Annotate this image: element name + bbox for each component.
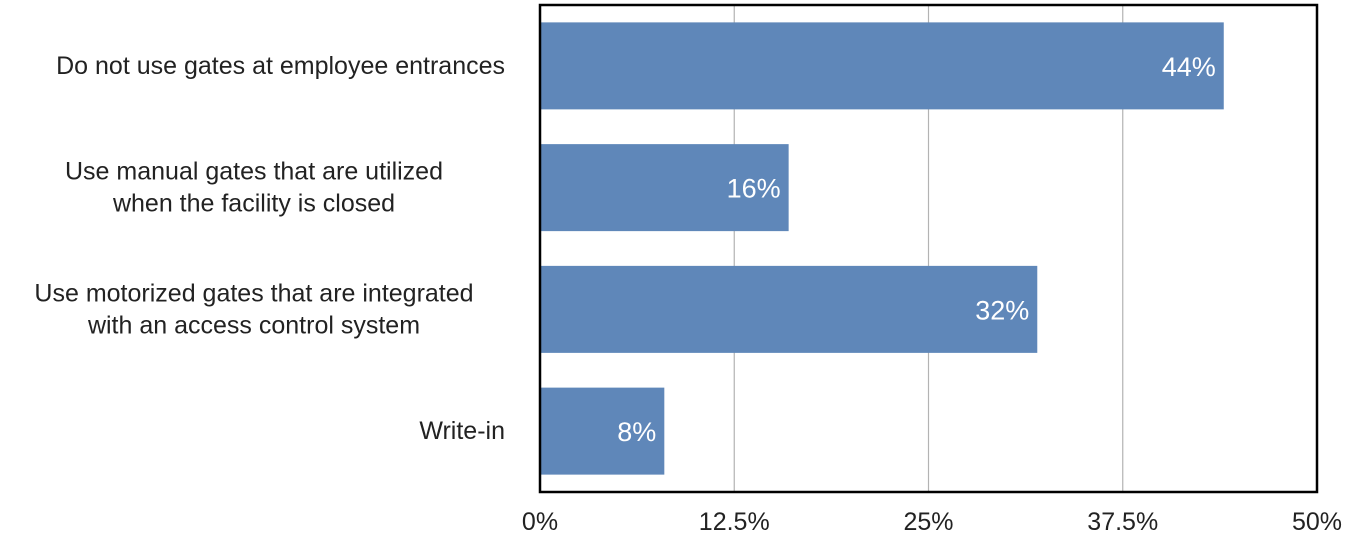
category-label-line: with an access control system [87,311,420,339]
bar [540,387,665,475]
x-tick-label: 50% [1292,508,1342,536]
x-tick-label: 25% [903,508,953,536]
category-label-line: Do not use gates at employee entrances [56,52,505,80]
plot-frame [538,3,1319,494]
x-axis-tick-labels: 0% 12.5% 25% 37.5% 50% [522,508,1342,536]
data-label: 32% [975,295,1029,325]
category-label-line: Use motorized gates that are integrated [34,279,473,307]
category-label-line: when the facility is closed [112,190,395,218]
bar [540,22,1224,110]
bars: 44% 16% 32% 8% [540,22,1224,475]
category-labels: Do not use gates at employee entrances Us… [34,52,505,445]
bar [540,265,1038,353]
category-label: Do not use gates at employee entrances [56,52,505,80]
x-tick-label: 0% [522,508,558,536]
category-label: Write-in [419,417,505,445]
x-tick-label: 37.5% [1087,508,1158,536]
category-label-line: Write-in [419,417,505,445]
data-label: 8% [617,417,656,447]
category-label-line: Use manual gates that are utilized [65,158,443,186]
bar [540,144,789,232]
category-label: Use manual gates that are utilized when t… [65,158,443,218]
data-label: 44% [1162,52,1216,82]
data-label: 16% [727,174,781,204]
x-tick-label: 12.5% [699,508,770,536]
category-label: Use motorized gates that are integrated w… [34,279,473,339]
